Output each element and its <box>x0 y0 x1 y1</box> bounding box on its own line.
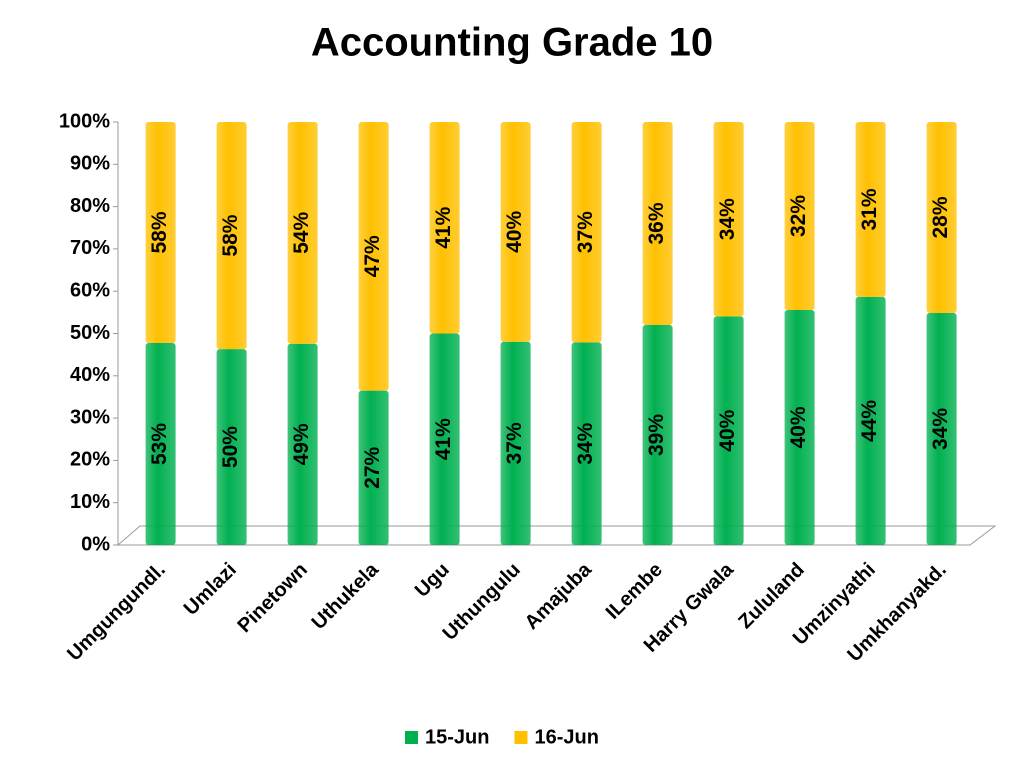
bar-segment <box>571 342 602 545</box>
bar-segment <box>713 316 744 545</box>
bar-segment <box>926 122 957 314</box>
bar-segment <box>855 296 886 545</box>
data-label: 58% <box>148 211 171 253</box>
data-label: 49% <box>290 423 313 465</box>
data-label: 50% <box>219 426 242 468</box>
bar-segment <box>216 349 247 545</box>
x-tick-label: Ugu <box>411 559 454 602</box>
chart-title: Accounting Grade 10 <box>311 21 713 65</box>
y-tick-label: 20% <box>70 449 110 471</box>
data-label: 34% <box>929 408 952 450</box>
y-tick-label: 0% <box>81 533 110 555</box>
floor <box>116 525 997 546</box>
data-label: 32% <box>787 195 810 237</box>
x-tick-label: Uthungulu <box>439 559 525 645</box>
bar-segment <box>287 122 318 344</box>
bar-segment <box>358 122 389 391</box>
bar-segment <box>429 122 460 334</box>
data-label: 40% <box>787 406 810 448</box>
x-tick-label: Umgungundl. <box>63 559 170 666</box>
bar-segment <box>855 122 886 297</box>
x-tick-label: Zululand <box>734 559 808 633</box>
y-tick-label: 80% <box>70 195 110 217</box>
x-tick-label: ILembe <box>602 559 667 624</box>
data-label: 28% <box>929 196 952 238</box>
x-tick-label: Amajuba <box>521 558 597 634</box>
x-tick-label: Umlazi <box>180 559 241 620</box>
data-label: 40% <box>503 211 526 253</box>
bar-segment <box>500 341 531 545</box>
y-tick-label: 90% <box>70 153 110 175</box>
data-label: 47% <box>361 235 384 277</box>
data-label: 34% <box>574 422 597 464</box>
bar-segment <box>713 122 744 317</box>
y-tick-label: 100% <box>59 110 110 132</box>
y-tick-label: 60% <box>70 279 110 301</box>
y-tick-label: 30% <box>70 406 110 428</box>
data-label: 41% <box>432 418 455 460</box>
y-tick-label: 40% <box>70 364 110 386</box>
bar-segment <box>926 313 957 545</box>
data-label: 58% <box>219 214 242 256</box>
data-label: 27% <box>361 446 384 488</box>
bar-segment <box>145 122 176 344</box>
bar-segment <box>216 122 247 350</box>
bar-segment <box>642 122 673 326</box>
data-label: 34% <box>716 198 739 240</box>
y-tick-label: 10% <box>70 491 110 513</box>
data-label: 54% <box>290 212 313 254</box>
x-tick-label: Pinetown <box>233 559 311 637</box>
bar-segment <box>287 343 318 545</box>
x-tick-label: Uthukela <box>308 558 384 634</box>
y-tick-label: 50% <box>70 322 110 344</box>
bar-segment <box>145 343 176 545</box>
data-label: 36% <box>645 202 668 244</box>
legend-label: 16-Jun <box>534 726 598 748</box>
data-label: 31% <box>858 188 881 230</box>
legend-swatch <box>514 731 528 744</box>
data-label: 39% <box>645 414 668 456</box>
legend-swatch <box>405 731 418 744</box>
data-label: 37% <box>574 211 597 253</box>
bar-segment <box>784 122 815 310</box>
legend-label: 15-Jun <box>425 726 489 748</box>
data-label: 37% <box>503 422 526 464</box>
bar-segment <box>429 333 460 545</box>
y-tick-label: 70% <box>70 237 110 259</box>
bar-segment <box>358 390 389 545</box>
data-label: 53% <box>148 423 171 465</box>
bar-segment <box>571 122 602 343</box>
data-label: 41% <box>432 206 455 248</box>
data-label: 44% <box>858 400 881 442</box>
bar-segment <box>500 122 531 342</box>
data-label: 40% <box>716 409 739 451</box>
bar-segment <box>784 310 815 545</box>
bar-segment <box>642 325 673 545</box>
